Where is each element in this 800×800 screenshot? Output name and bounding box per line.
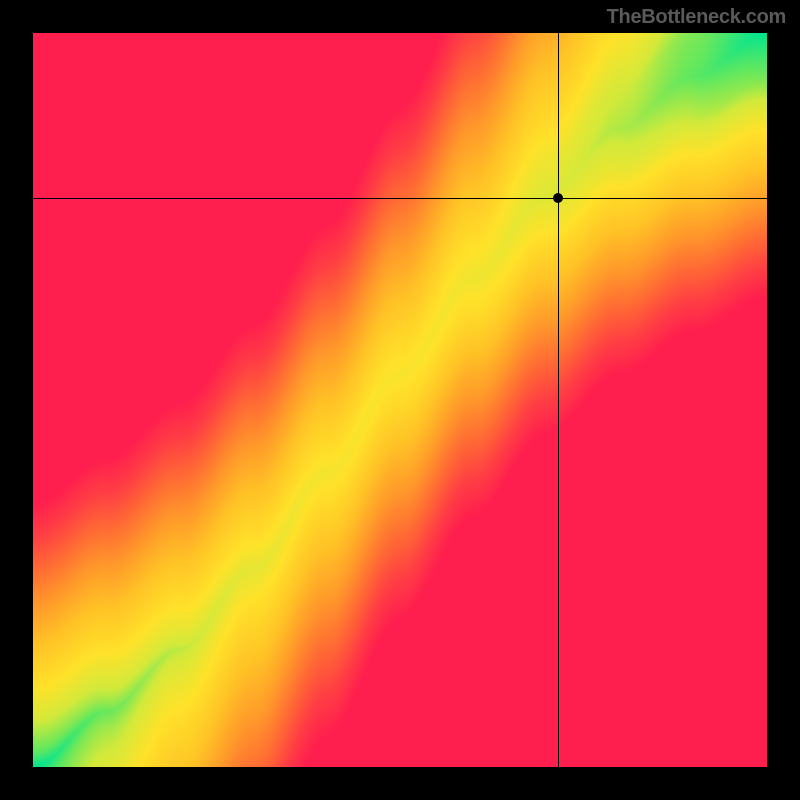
chart-container: TheBottleneck.com: [0, 0, 800, 800]
crosshair-vertical: [558, 33, 559, 767]
crosshair-horizontal: [33, 198, 767, 199]
watermark-text: TheBottleneck.com: [607, 6, 786, 29]
plot-area: [33, 33, 767, 767]
heatmap-canvas: [33, 33, 767, 767]
crosshair-point: [553, 193, 563, 203]
